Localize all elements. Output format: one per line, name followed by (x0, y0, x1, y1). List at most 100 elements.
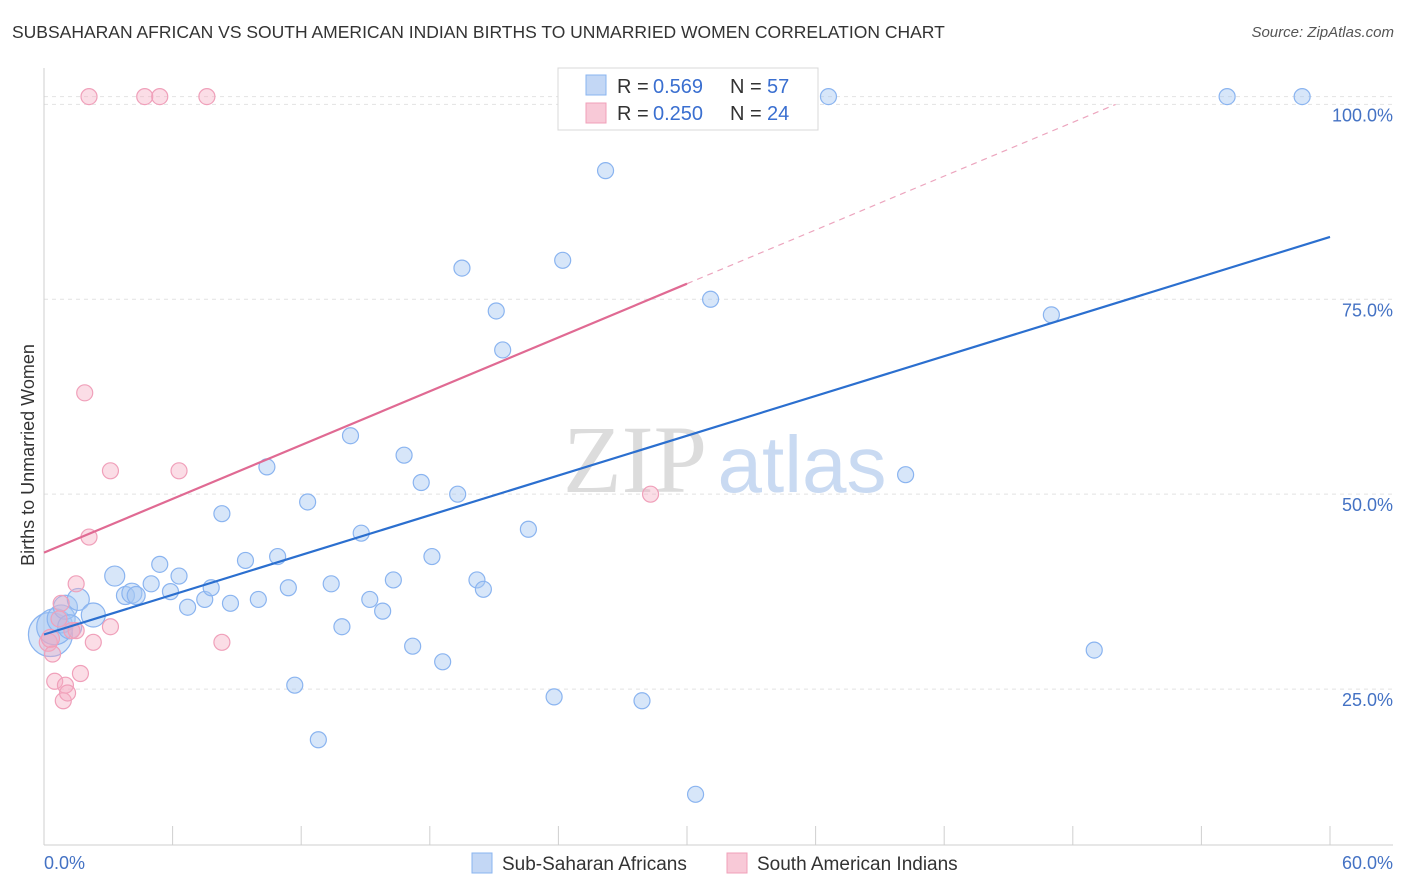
watermark-atlas: atlas (718, 420, 887, 509)
point-sa-indian-16 (101, 618, 120, 636)
legend-r-value-1: 0.569 (653, 76, 703, 98)
point-subsaharan-20 (236, 551, 255, 570)
data-points (27, 87, 1311, 803)
point-subsaharan-28 (322, 575, 340, 593)
point-sa-indian-17 (101, 462, 120, 480)
point-subsaharan-21 (249, 590, 267, 609)
point-subsaharan-33 (374, 602, 392, 620)
chart-source: Source: ZipAtlas.com (1251, 24, 1394, 41)
point-sa-indian-22 (198, 87, 216, 106)
y-axis-label: Births to Unmarried Women (18, 344, 38, 566)
watermark-zip: ZIP (563, 406, 707, 513)
point-subsaharan-7 (104, 565, 126, 587)
legend-r-label-1: R = (617, 76, 649, 98)
point-subsaharan-39 (434, 653, 452, 671)
point-subsaharan-27 (309, 731, 327, 749)
point-subsaharan-57 (1218, 87, 1236, 106)
point-sa-indian-21 (170, 462, 188, 480)
legend-swatch-blue (585, 74, 607, 96)
point-sa-indian-19 (136, 87, 154, 106)
point-sa-indian-5 (52, 594, 70, 612)
point-subsaharan-32 (361, 590, 379, 609)
point-subsaharan-26 (299, 493, 317, 511)
point-subsaharan-34 (384, 571, 402, 589)
point-subsaharan-15 (179, 598, 197, 616)
legend-r-label-2: R = (617, 103, 649, 125)
point-subsaharan-10 (126, 585, 146, 606)
trend-line-sa-indian (43, 282, 688, 554)
point-subsaharan-51 (686, 785, 705, 803)
point-subsaharan-29 (333, 618, 351, 636)
series-swatch-subsaharan (471, 852, 493, 874)
legend-n-value-2: 24 (767, 103, 789, 125)
point-subsaharan-44 (487, 302, 505, 320)
point-sa-indian-24 (641, 485, 660, 503)
point-sa-indian-12 (71, 664, 90, 683)
point-subsaharan-45 (494, 341, 512, 359)
point-subsaharan-56 (1085, 641, 1103, 659)
axes (43, 68, 1393, 846)
point-subsaharan-53 (819, 87, 838, 106)
watermark: ZIP atlas (563, 406, 886, 513)
point-subsaharan-42 (468, 571, 486, 589)
point-subsaharan-3 (52, 594, 79, 620)
point-subsaharan-50 (633, 692, 651, 710)
point-subsaharan-36 (404, 637, 422, 655)
point-subsaharan-54 (897, 466, 915, 484)
point-subsaharan-5 (66, 587, 90, 612)
trend-extension-sa-indian (686, 103, 1116, 285)
point-sa-indian-18 (80, 87, 98, 106)
point-subsaharan-43 (474, 580, 492, 598)
point-subsaharan-52 (701, 290, 720, 308)
trend-lines (43, 103, 1331, 636)
y-tick-label-100: 100.0% (1332, 105, 1393, 125)
point-subsaharan-46 (519, 520, 537, 538)
grid-lines (44, 96, 1393, 690)
point-subsaharan-30 (341, 427, 360, 445)
point-subsaharan-24 (279, 579, 297, 597)
series-label-sa-indian: South American Indians (757, 854, 958, 875)
point-subsaharan-41 (453, 259, 471, 277)
legend-swatch-pink (585, 102, 607, 124)
trend-line-subsaharan (43, 235, 1331, 636)
point-subsaharan-40 (449, 485, 467, 503)
series-label-subsaharan: Sub-Saharan Africans (502, 854, 687, 875)
chart-title: SUBSAHARAN AFRICAN VS SOUTH AMERICAN IND… (12, 22, 945, 42)
point-sa-indian-2 (43, 645, 62, 663)
point-subsaharan-37 (412, 473, 430, 492)
legend-n-label-1: N = (730, 76, 762, 98)
point-sa-indian-23 (213, 633, 231, 651)
point-subsaharan-38 (423, 547, 441, 566)
legend-n-label-2: N = (730, 103, 762, 125)
point-subsaharan-49 (596, 162, 615, 180)
series-swatch-sa-indian (726, 852, 748, 874)
y-tick-label-50: 50.0% (1342, 495, 1393, 515)
point-sa-indian-3 (46, 672, 64, 690)
x-tick-left: 0.0% (44, 853, 85, 873)
y-tick-label-25: 25.0% (1342, 690, 1393, 710)
point-subsaharan-25 (286, 676, 304, 694)
series-legend: Sub-Saharan Africans South American Indi… (471, 852, 958, 875)
legend: R = 0.569 N = 57 R = 0.250 N = 24 (557, 67, 819, 131)
y-tick-label-75: 75.0% (1342, 300, 1393, 320)
point-sa-indian-13 (76, 384, 94, 402)
point-subsaharan-12 (151, 555, 169, 573)
point-subsaharan-35 (395, 446, 413, 464)
point-subsaharan-6 (80, 602, 106, 628)
point-sa-indian-15 (84, 633, 102, 651)
point-subsaharan-14 (170, 567, 188, 585)
point-sa-indian-8 (58, 684, 77, 702)
legend-n-value-1: 57 (767, 76, 789, 98)
y-tick-labels: 100.0% 75.0% 50.0% 25.0% (1332, 105, 1393, 710)
point-subsaharan-18 (213, 505, 231, 523)
point-subsaharan-19 (221, 594, 240, 612)
point-subsaharan-8 (115, 585, 136, 606)
point-subsaharan-11 (142, 575, 160, 593)
point-sa-indian-4 (50, 610, 68, 628)
point-subsaharan-47 (545, 688, 563, 706)
point-subsaharan-48 (554, 251, 572, 269)
point-sa-indian-20 (151, 87, 169, 106)
legend-r-value-2: 0.250 (653, 103, 703, 125)
point-sa-indian-11 (67, 575, 85, 593)
